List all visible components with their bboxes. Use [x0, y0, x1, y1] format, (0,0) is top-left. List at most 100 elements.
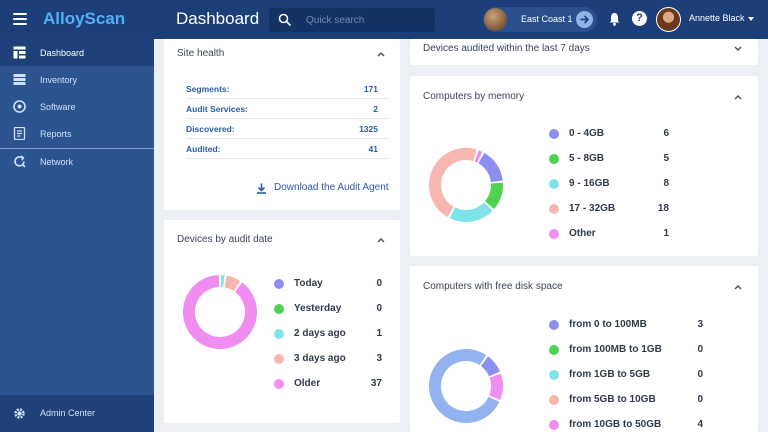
donut-slice[interactable] [449, 202, 493, 222]
chevron-up-icon[interactable] [377, 236, 385, 244]
legend-label: Older [294, 378, 321, 389]
search-box[interactable] [269, 8, 435, 32]
legend-item[interactable]: 3 days ago 3 [274, 352, 386, 368]
card-title: Computers with free disk space [423, 281, 563, 292]
user-name[interactable]: Annette Black [689, 13, 745, 23]
legend-label: 2 days ago [294, 328, 346, 339]
legend-swatch [549, 320, 559, 330]
legend-item[interactable]: from 10GB to 50GB 4 [549, 418, 707, 432]
legend-swatch [549, 129, 559, 139]
legend-item[interactable]: from 0 to 100MB 3 [549, 318, 707, 334]
legend-label: from 5GB to 10GB [569, 394, 656, 405]
inventory-icon [13, 74, 26, 85]
sidebar-item-network[interactable]: Network [0, 148, 154, 175]
disk-space-donut[interactable] [426, 346, 506, 426]
legend-count: 18 [657, 203, 669, 214]
donut-slice[interactable] [484, 182, 503, 210]
legend-swatch [549, 395, 559, 405]
sidebar-item-label: Software [40, 102, 76, 112]
legend-swatch [549, 179, 559, 189]
gear-icon [14, 408, 25, 419]
legend-item[interactable]: from 5GB to 10GB 0 [549, 393, 707, 409]
legend-count: 8 [663, 178, 669, 189]
legend-swatch [549, 345, 559, 355]
memory-donut[interactable] [426, 145, 506, 225]
sidebar-item-label: Dashboard [40, 48, 85, 58]
search-input[interactable] [306, 12, 428, 28]
legend-item[interactable]: Older 37 [274, 377, 386, 393]
audited-7days-card: Devices audited within the last 7 days [410, 39, 758, 65]
site-health-key: Audit Services: [186, 104, 248, 114]
legend-count: 0 [697, 344, 703, 355]
legend-item[interactable]: from 100MB to 1GB 0 [549, 343, 707, 359]
sidebar-item-admin-center[interactable]: Admin Center [0, 395, 154, 432]
donut-slice[interactable] [224, 275, 241, 292]
chevron-up-icon[interactable] [377, 50, 385, 58]
legend-count: 4 [697, 419, 703, 430]
chevron-up-icon[interactable] [734, 283, 742, 291]
legend-count: 0 [697, 394, 703, 405]
location-selector[interactable]: East Coast 1 [483, 7, 597, 32]
sidebar-divider [0, 148, 154, 149]
download-icon [257, 183, 266, 194]
download-agent-label: Download the Audit Agent [274, 182, 389, 193]
site-health-key: Audited: [186, 144, 221, 154]
legend-label: 9 - 16GB [569, 178, 610, 189]
legend-item[interactable]: 17 - 32GB 18 [549, 202, 673, 218]
legend-count: 3 [376, 353, 382, 364]
caret-down-icon[interactable] [748, 17, 754, 21]
memory-card: Computers by memory 0 - 4GB 6 5 - 8GB 5 9 - … [410, 76, 758, 256]
legend-label: Today [294, 278, 323, 289]
brand-logo[interactable]: AlloyScan [43, 9, 126, 28]
location-go-button[interactable] [576, 11, 593, 28]
legend-item[interactable]: 0 - 4GB 6 [549, 127, 673, 143]
chevron-down-icon[interactable] [734, 45, 742, 53]
donut-slice[interactable] [478, 152, 503, 183]
card-title: Computers by memory [423, 91, 525, 102]
avatar[interactable] [656, 7, 681, 32]
donut-slice[interactable] [474, 150, 483, 163]
sidebar-item-software[interactable]: Software [0, 93, 154, 120]
donut-slice[interactable] [429, 349, 500, 423]
donut-slice[interactable] [480, 356, 501, 377]
legend-swatch [549, 370, 559, 380]
sidebar-item-reports[interactable]: Reports [0, 120, 154, 147]
site-health-row[interactable]: Discovered: 1325 [186, 119, 390, 139]
top-bar: AlloyScan Dashboard East Coast 1 ? Annet… [0, 0, 768, 39]
site-health-row[interactable]: Audit Services: 2 [186, 99, 390, 119]
legend-count: 1 [663, 228, 669, 239]
legend-item[interactable]: Other 1 [549, 227, 673, 243]
donut-slice[interactable] [489, 373, 503, 400]
legend-count: 0 [697, 369, 703, 380]
legend-label: from 100MB to 1GB [569, 344, 662, 355]
legend-item[interactable]: 5 - 8GB 5 [549, 152, 673, 168]
bell-icon[interactable] [608, 12, 621, 26]
audit-date-donut[interactable] [180, 272, 260, 352]
legend-item[interactable]: 9 - 16GB 8 [549, 177, 673, 193]
chevron-up-icon[interactable] [734, 93, 742, 101]
legend-label: 17 - 32GB [569, 203, 616, 214]
help-icon[interactable]: ? [632, 11, 647, 26]
legend-swatch [274, 354, 284, 364]
legend-item[interactable]: 2 days ago 1 [274, 327, 386, 343]
site-health-row[interactable]: Segments: 171 [186, 79, 390, 99]
audit-date-card: Devices by audit date Today 0 Yesterday 0 2 … [164, 220, 400, 423]
legend-item[interactable]: Today 0 [274, 277, 386, 293]
legend-item[interactable]: Yesterday 0 [274, 302, 386, 318]
sidebar-item-inventory[interactable]: Inventory [0, 66, 154, 93]
legend-item[interactable]: from 1GB to 5GB 0 [549, 368, 707, 384]
donut-slice[interactable] [429, 148, 477, 218]
network-icon [14, 155, 26, 168]
legend-count: 37 [370, 378, 382, 389]
site-health-row[interactable]: Audited: 41 [186, 139, 390, 159]
menu-icon[interactable] [13, 13, 27, 25]
legend-count: 1 [376, 328, 382, 339]
legend-label: from 1GB to 5GB [569, 369, 651, 380]
search-icon [278, 13, 292, 27]
donut-slice[interactable] [183, 275, 257, 349]
sidebar-item-dashboard[interactable]: Dashboard [0, 39, 154, 66]
reports-icon [13, 127, 26, 140]
legend-label: 3 days ago [294, 353, 346, 364]
sidebar-item-label: Reports [40, 129, 72, 139]
sidebar-item-label: Admin Center [40, 408, 96, 418]
